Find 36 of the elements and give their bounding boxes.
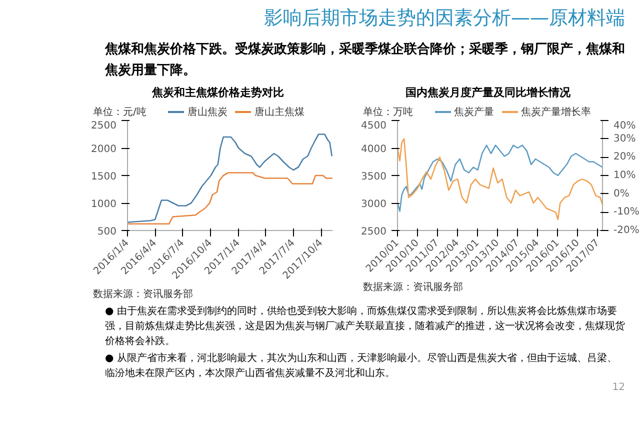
y-tick-label: 3000 xyxy=(361,199,387,210)
legend-label: 焦炭产量 xyxy=(454,107,494,118)
y-tick-label: 500 xyxy=(97,226,117,238)
chart-title: 焦炭和主焦煤价格走势对比 xyxy=(152,85,284,101)
y2-tick-label: 10% xyxy=(614,170,636,181)
y2-tick-label: -20% xyxy=(614,225,640,236)
chart-title: 国内焦炭月度产量及同比增长情况 xyxy=(406,85,570,101)
text: ● 从限产省市来看，河北影响最大，其次为山东和山西，天津影响最小。尽管山西是焦炭大省，但由于运城、吕梁、临汾地未在限产区内，本次限产山西省焦炭减量不及河北和山东。 xyxy=(105,352,618,381)
y-axis-title: 单位：元/吨 xyxy=(93,107,146,118)
y2-tick-label: 20% xyxy=(614,152,636,163)
y-axis-title: 单位：万吨 xyxy=(363,107,413,118)
y-tick-label: 1000 xyxy=(91,199,117,210)
text: 影响后期市场走势的因素分析——原材料端 xyxy=(264,6,625,31)
y2-tick-label: 30% xyxy=(614,133,636,144)
line-series xyxy=(398,144,602,212)
line-series xyxy=(398,138,602,220)
y-tick-label: 4000 xyxy=(361,144,387,155)
legend-label: 焦炭产量增长率 xyxy=(521,107,591,118)
legend-label: 唐山主焦煤 xyxy=(254,107,304,118)
y2-tick-label: -10% xyxy=(614,206,640,218)
y-tick-label: 2000 xyxy=(91,144,117,155)
y-tick-label: 4500 xyxy=(361,120,387,132)
y2-tick-label: 0% xyxy=(614,188,630,200)
y2-tick-label: 40% xyxy=(614,120,636,132)
legend-label: 唐山焦炭 xyxy=(187,107,228,118)
text: ● 由于焦炭在需求受到制约的同时，供给也受到较大影响，而炼焦煤仅需求受到限制，所以焦炭将会比炼焦煤市场要强，目前炼焦煤走势比焦炭强，这是因为焦炭与钢厂减产关联最直接，随着减产的推进，这一状况将会改变，焦煤现货价格将会补跌。 xyxy=(105,304,625,349)
text: 焦煤和焦炭价格下跌。受煤炭政策影响，采暖季煤企联合降价；采暖季，钢厂限产，焦煤和焦炭用量下降。 xyxy=(105,40,625,80)
y-tick-label: 2500 xyxy=(361,226,387,238)
text: 12 xyxy=(612,381,625,395)
y-tick-label: 3500 xyxy=(361,172,387,182)
source-note: 数据来源：资讯服务部 xyxy=(363,281,463,295)
source-note: 数据来源：资讯服务部 xyxy=(93,288,193,302)
y-tick-label: 1500 xyxy=(91,172,117,182)
line-series xyxy=(128,134,332,223)
y-tick-label: 2500 xyxy=(91,120,117,132)
line-series xyxy=(128,172,332,225)
